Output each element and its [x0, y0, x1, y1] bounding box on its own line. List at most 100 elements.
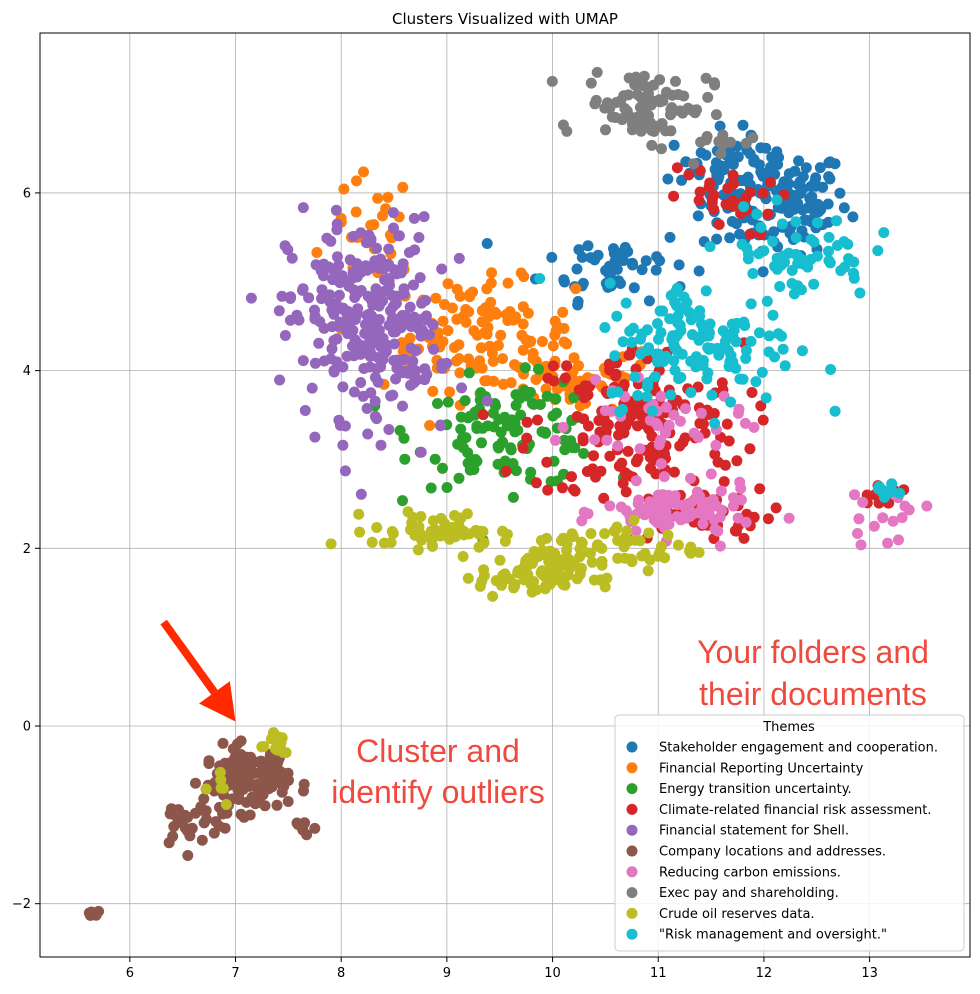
- y-tick-label: 0: [23, 720, 31, 735]
- data-point: [640, 255, 652, 267]
- data-point: [476, 575, 488, 587]
- data-point: [478, 564, 490, 576]
- data-point: [383, 258, 394, 270]
- data-point: [285, 291, 297, 303]
- data-point: [750, 376, 762, 388]
- data-point: [393, 230, 405, 242]
- data-point: [647, 405, 658, 417]
- data-point: [196, 834, 208, 846]
- data-point: [618, 379, 630, 390]
- data-point: [475, 342, 487, 354]
- data-point: [454, 290, 466, 302]
- data-point: [452, 438, 464, 450]
- data-point: [732, 407, 744, 419]
- data-point: [241, 796, 252, 808]
- data-point: [505, 442, 517, 454]
- data-point: [559, 372, 571, 384]
- data-point: [569, 442, 581, 454]
- data-point: [510, 399, 522, 411]
- data-point: [344, 254, 356, 266]
- data-point: [744, 148, 756, 160]
- data-point: [516, 329, 528, 341]
- data-point: [577, 435, 589, 447]
- data-point: [309, 304, 320, 316]
- data-point: [643, 295, 655, 307]
- data-point: [497, 353, 509, 365]
- data-point: [331, 224, 343, 236]
- data-point: [570, 283, 582, 295]
- data-point: [436, 362, 448, 374]
- data-point: [430, 292, 442, 304]
- data-point: [330, 204, 342, 216]
- data-point: [723, 435, 735, 447]
- data-point: [757, 414, 769, 426]
- data-point: [390, 373, 402, 385]
- annotation-folders-line-2: their documents: [699, 676, 927, 712]
- data-point: [487, 407, 499, 419]
- data-point: [404, 301, 416, 313]
- data-point: [664, 231, 676, 243]
- data-point: [520, 557, 531, 569]
- data-point: [167, 830, 179, 842]
- data-point: [703, 325, 714, 337]
- data-point: [882, 537, 894, 549]
- data-point: [217, 808, 229, 820]
- data-point: [797, 171, 809, 183]
- data-point: [274, 374, 286, 386]
- data-point: [385, 305, 396, 317]
- data-point: [311, 247, 323, 258]
- data-point: [461, 508, 473, 520]
- data-point: [341, 350, 353, 362]
- data-point: [369, 395, 381, 407]
- data-point: [646, 498, 658, 510]
- data-point: [507, 491, 519, 503]
- data-point: [313, 337, 325, 349]
- data-point: [477, 409, 489, 421]
- data-point: [668, 409, 680, 421]
- data-point: [789, 165, 801, 177]
- data-point: [347, 266, 359, 278]
- data-point: [739, 417, 751, 429]
- data-point: [415, 330, 427, 342]
- data-point: [650, 264, 662, 276]
- data-point: [654, 94, 666, 106]
- data-point: [573, 360, 584, 372]
- data-point: [282, 767, 294, 779]
- data-point: [775, 259, 787, 271]
- data-point: [626, 336, 638, 348]
- data-point: [481, 238, 493, 249]
- legend-item: "Risk management and oversight.": [626, 928, 887, 943]
- data-point: [727, 329, 738, 341]
- data-point: [848, 272, 860, 284]
- data-point: [745, 335, 757, 347]
- data-point: [823, 171, 835, 183]
- data-point: [718, 476, 730, 488]
- legend-label: Company locations and addresses.: [659, 845, 886, 860]
- data-point: [625, 553, 637, 565]
- data-point: [279, 330, 291, 341]
- data-point: [737, 373, 749, 385]
- data-point: [492, 440, 504, 452]
- data-point: [559, 276, 570, 288]
- data-point: [763, 330, 775, 342]
- data-point: [872, 245, 884, 257]
- data-point: [834, 187, 846, 199]
- data-point: [286, 252, 298, 264]
- data-point: [476, 362, 488, 374]
- legend-label: Energy transition uncertainty.: [659, 782, 852, 797]
- y-tick-label: 4: [23, 364, 31, 379]
- series-8: [546, 66, 759, 170]
- data-point: [509, 359, 520, 371]
- data-point: [679, 432, 691, 444]
- data-point: [343, 280, 355, 292]
- legend-item: Reducing carbon emissions.: [626, 865, 841, 880]
- data-point: [428, 343, 440, 355]
- series-5: [245, 202, 493, 500]
- data-point: [337, 381, 349, 393]
- data-point: [688, 427, 700, 439]
- data-point: [573, 384, 585, 396]
- data-point: [808, 278, 820, 290]
- data-point: [717, 325, 729, 337]
- data-point: [668, 466, 680, 478]
- data-point: [395, 267, 407, 279]
